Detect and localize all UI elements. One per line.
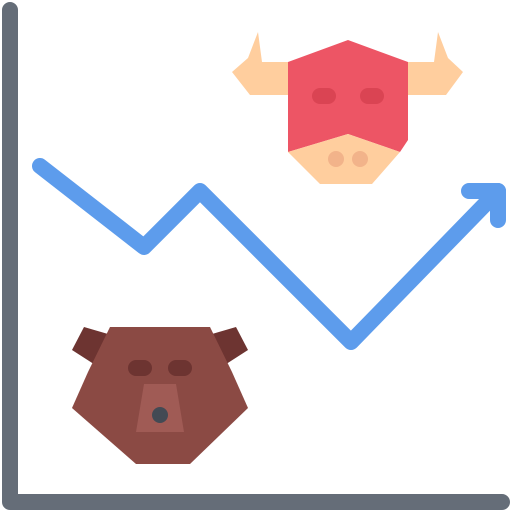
bull-horn-left xyxy=(232,32,290,95)
bull-icon xyxy=(232,32,463,184)
bull-eye-left xyxy=(312,88,336,104)
trend-arrowhead xyxy=(461,183,506,228)
trend-line xyxy=(32,158,506,350)
bull-eye-right xyxy=(360,88,384,104)
bear-icon xyxy=(72,327,248,464)
bull-nostril-left xyxy=(328,151,344,167)
bull-horn-right xyxy=(406,32,463,95)
bear-nose xyxy=(152,407,168,423)
bear-eye-right xyxy=(168,360,192,376)
bull-nostril-right xyxy=(352,151,368,167)
bull-head xyxy=(288,40,408,152)
bear-eye-left xyxy=(128,360,152,376)
